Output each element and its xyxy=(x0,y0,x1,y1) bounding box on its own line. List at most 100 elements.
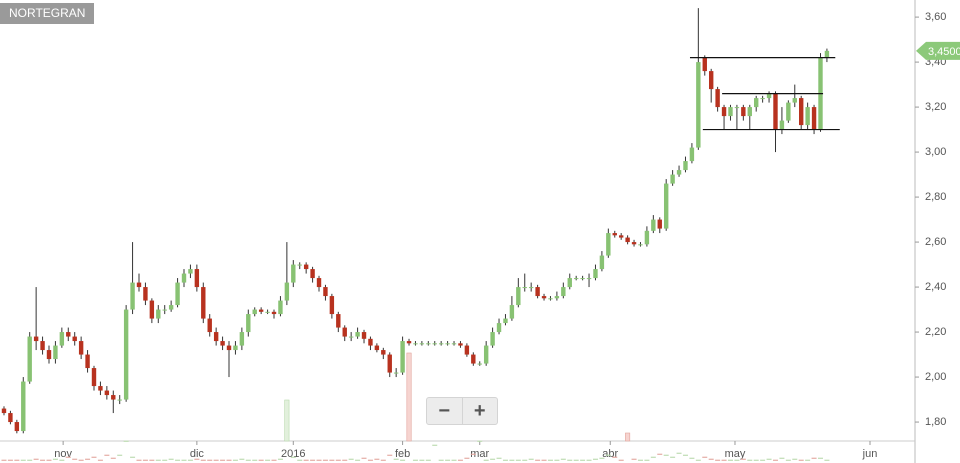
volume-bar xyxy=(477,440,483,442)
candle-body xyxy=(156,309,161,319)
volume-bar xyxy=(239,458,245,460)
candle-body xyxy=(458,343,463,346)
volume-bar xyxy=(258,459,264,461)
candle-body xyxy=(721,107,727,117)
candle-body xyxy=(702,57,707,72)
volume-bar xyxy=(277,458,283,460)
volume-bar xyxy=(451,459,457,461)
volume-bar xyxy=(792,458,798,460)
volume-bar xyxy=(322,459,328,461)
zoom-in-button[interactable]: + xyxy=(461,398,498,424)
volume-bar xyxy=(33,458,39,460)
candle-body xyxy=(561,287,566,297)
volume-bar xyxy=(110,457,116,459)
volume-bar xyxy=(618,459,624,461)
volume-bar xyxy=(670,456,676,458)
candle-body xyxy=(567,278,572,288)
candle-body xyxy=(509,305,515,319)
candle-body xyxy=(464,345,470,355)
candle-body xyxy=(143,287,148,301)
candle-body xyxy=(406,341,412,344)
volume-bar xyxy=(425,459,431,461)
candle-body xyxy=(676,170,682,175)
volume-bar xyxy=(78,459,84,461)
volume-bar xyxy=(412,459,418,461)
zoom-controls: − + xyxy=(426,397,498,425)
volume-bar xyxy=(766,458,772,460)
volume-bar xyxy=(252,459,258,461)
volume-bar xyxy=(811,457,817,459)
candle-body xyxy=(329,296,335,315)
candle-body xyxy=(85,354,90,369)
volume-bar xyxy=(438,459,444,461)
volume-bar xyxy=(142,459,148,461)
candle-body xyxy=(246,314,251,333)
volume-bar xyxy=(798,459,804,461)
candle-body xyxy=(136,282,142,288)
candle-body xyxy=(593,269,598,279)
volume-bar xyxy=(560,458,566,460)
volume-bar xyxy=(721,459,727,461)
volume-bar xyxy=(213,459,219,461)
y-tick-label: 3,40 xyxy=(925,56,946,68)
volume-bar xyxy=(432,444,438,446)
volume-bar xyxy=(760,459,766,461)
candle-body xyxy=(618,235,624,238)
volume-bar xyxy=(824,459,830,461)
volume-bar xyxy=(310,459,316,461)
candle-body xyxy=(792,98,797,103)
candle-body xyxy=(631,242,637,245)
volume-bar xyxy=(612,456,618,458)
volume-bar xyxy=(226,459,232,461)
volume-bar xyxy=(136,459,142,461)
candle-body xyxy=(72,336,77,342)
candle-body xyxy=(477,363,482,365)
volume-bar xyxy=(85,458,91,460)
candle-body xyxy=(670,174,675,184)
volume-bar xyxy=(348,458,354,460)
candle-body xyxy=(258,309,264,312)
candle-body xyxy=(413,343,418,345)
volume-bar xyxy=(695,459,701,461)
volume-bar xyxy=(91,456,97,458)
candle-body xyxy=(625,237,630,243)
candle-body xyxy=(111,395,116,400)
candle-body xyxy=(503,318,508,324)
volume-bar xyxy=(599,457,605,459)
candle-body xyxy=(657,219,662,229)
candle-body xyxy=(766,93,772,99)
volume-bar xyxy=(740,458,746,460)
candle-body xyxy=(586,278,592,280)
candle-body xyxy=(207,318,212,333)
candle-body xyxy=(786,102,791,121)
candle-body xyxy=(271,311,277,315)
zoom-out-button[interactable]: − xyxy=(438,400,451,422)
volume-bar xyxy=(547,459,553,461)
y-tick-label: 3,00 xyxy=(925,146,946,158)
candle-body xyxy=(53,345,58,360)
volume-bar xyxy=(631,458,637,460)
candle-body xyxy=(149,300,155,319)
x-tick-label: jun xyxy=(862,448,878,460)
x-tick-label: may xyxy=(725,448,746,460)
candle-body xyxy=(117,399,122,401)
volume-bar xyxy=(490,458,496,460)
volume-bar xyxy=(52,458,58,460)
price-tag-label: 3,4500 xyxy=(928,46,960,58)
volume-bar xyxy=(149,459,155,461)
candle-body xyxy=(130,282,135,310)
volume-bar xyxy=(162,459,168,461)
candle-body xyxy=(201,287,206,319)
candle-body xyxy=(573,278,579,280)
volume-bar xyxy=(663,454,669,456)
volume-bar xyxy=(117,454,123,456)
candle-body xyxy=(252,309,257,315)
candle-body xyxy=(753,98,759,108)
candle-body xyxy=(303,264,309,270)
volume-bar xyxy=(406,352,412,442)
candle-body xyxy=(528,287,534,289)
volume-bar xyxy=(567,459,573,461)
y-tick-label: 1,80 xyxy=(925,416,946,428)
volume-bar xyxy=(657,453,663,455)
volume-bar xyxy=(329,459,335,461)
